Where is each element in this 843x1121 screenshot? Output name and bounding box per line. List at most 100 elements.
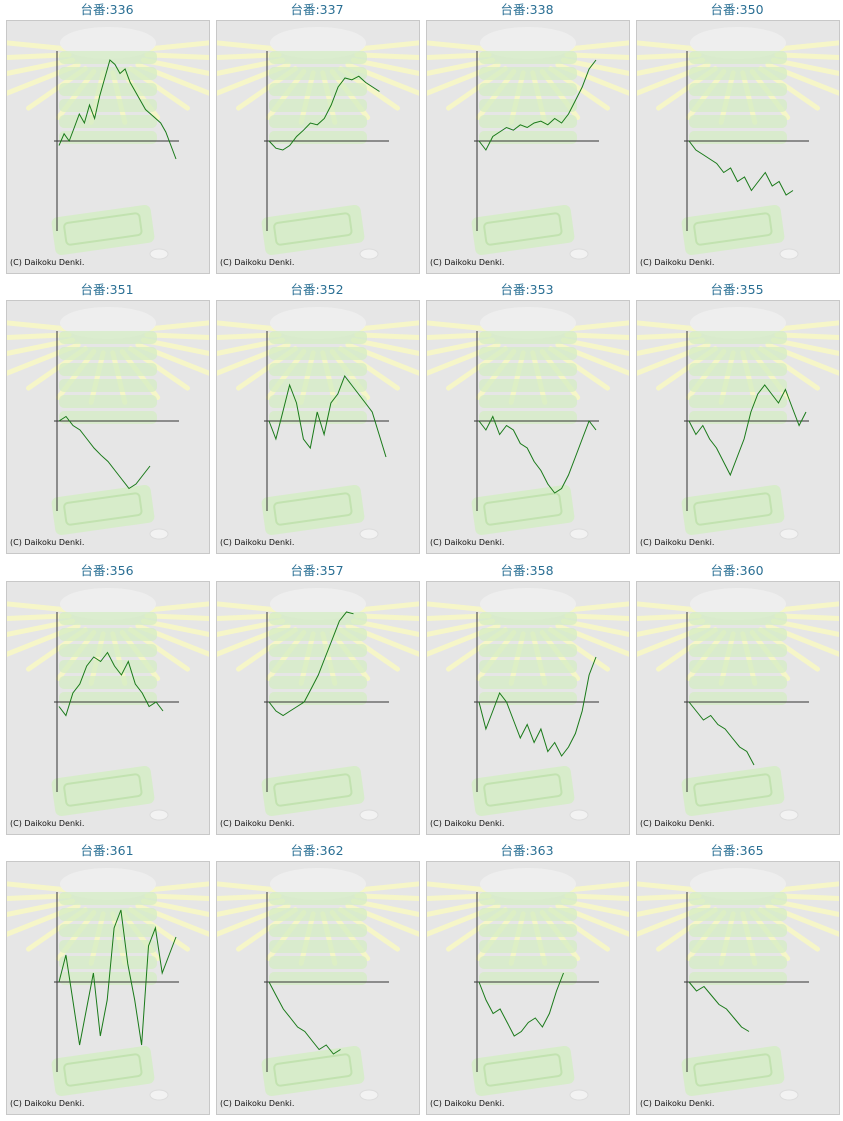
chart-cell: 台番:365 (C) Daikoku Denki. [632,841,842,1121]
series-line [268,611,354,717]
chart-svg [7,588,209,821]
chart-cell: 台番:338 (C) Daikoku Denki. [422,0,632,280]
chart-svg [427,307,629,540]
chart-title: 台番:358 [500,563,554,578]
chart-title: 台番:338 [500,2,554,17]
copyright-text: (C) Daikoku Denki. [430,1099,505,1108]
chart-title: 台番:356 [80,563,134,578]
chart-title: 台番:360 [710,563,764,578]
chart-svg [217,868,419,1101]
background-watermark [637,307,839,540]
background-watermark [7,307,209,540]
background-watermark [427,307,629,540]
chart-svg [427,868,629,1101]
series-line [268,981,341,1055]
chart-cell: 台番:362 (C) Daikoku Denki. [212,841,422,1121]
chart-cell: 台番:350 (C) Daikoku Denki. [632,0,842,280]
chart-title: 台番:350 [710,2,764,17]
chart-panel: (C) Daikoku Denki. [426,300,630,554]
chart-title: 台番:355 [710,282,764,297]
series-line [688,140,794,196]
chart-title: 台番:336 [80,2,134,17]
chart-svg [637,27,839,260]
chart-svg [637,588,839,821]
chart-cell: 台番:363 (C) Daikoku Denki. [422,841,632,1121]
background-watermark [427,868,629,1101]
chart-panel: (C) Daikoku Denki. [636,861,840,1115]
chart-title: 台番:337 [290,2,344,17]
chart-cell: 台番:352 (C) Daikoku Denki. [212,280,422,560]
series-line [58,415,151,490]
copyright-text: (C) Daikoku Denki. [220,538,295,547]
series-line [688,981,750,1032]
chart-cell: 台番:361 (C) Daikoku Denki. [2,841,212,1121]
background-watermark [637,27,839,260]
chart-title: 台番:352 [290,282,344,297]
chart-panel: (C) Daikoku Denki. [636,20,840,274]
chart-title: 台番:363 [500,843,554,858]
background-watermark [7,868,209,1101]
chart-panel: (C) Daikoku Denki. [426,581,630,835]
chart-title: 台番:362 [290,843,344,858]
chart-svg [7,868,209,1101]
copyright-text: (C) Daikoku Denki. [430,258,505,267]
chart-title: 台番:357 [290,563,344,578]
background-watermark [217,27,419,260]
chart-cell: 台番:360 (C) Daikoku Denki. [632,561,842,841]
copyright-text: (C) Daikoku Denki. [220,1099,295,1108]
series-line [478,972,564,1037]
series-line [478,656,597,757]
chart-svg [217,307,419,540]
copyright-text: (C) Daikoku Denki. [640,258,715,267]
copyright-text: (C) Daikoku Denki. [640,1099,715,1108]
background-watermark [427,588,629,821]
chart-cell: 台番:357 (C) Daikoku Denki. [212,561,422,841]
chart-svg [217,588,419,821]
background-watermark [637,588,839,821]
copyright-text: (C) Daikoku Denki. [10,538,85,547]
chart-panel: (C) Daikoku Denki. [6,20,210,274]
copyright-text: (C) Daikoku Denki. [220,819,295,828]
chart-panel: (C) Daikoku Denki. [426,20,630,274]
chart-title: 台番:351 [80,282,134,297]
chart-cell: 台番:355 (C) Daikoku Denki. [632,280,842,560]
chart-panel: (C) Daikoku Denki. [636,581,840,835]
series-line [688,701,755,766]
chart-svg [427,588,629,821]
chart-cell: 台番:336 (C) Daikoku Denki. [2,0,212,280]
copyright-text: (C) Daikoku Denki. [10,258,85,267]
copyright-text: (C) Daikoku Denki. [10,819,85,828]
chart-title: 台番:361 [80,843,134,858]
series-line [58,909,177,1046]
series-line [478,59,597,151]
copyright-text: (C) Daikoku Denki. [640,819,715,828]
chart-cell: 台番:353 (C) Daikoku Denki. [422,280,632,560]
chart-panel: (C) Daikoku Denki. [636,300,840,554]
chart-svg [217,27,419,260]
chart-panel: (C) Daikoku Denki. [6,581,210,835]
chart-panel: (C) Daikoku Denki. [6,861,210,1115]
background-watermark [217,588,419,821]
chart-cell: 台番:356 (C) Daikoku Denki. [2,561,212,841]
chart-title: 台番:353 [500,282,554,297]
copyright-text: (C) Daikoku Denki. [430,819,505,828]
chart-cell: 台番:337 (C) Daikoku Denki. [212,0,422,280]
series-line [268,374,387,458]
background-watermark [7,588,209,821]
background-watermark [427,27,629,260]
chart-panel: (C) Daikoku Denki. [426,861,630,1115]
chart-cell: 台番:358 (C) Daikoku Denki. [422,561,632,841]
chart-panel: (C) Daikoku Denki. [6,300,210,554]
series-line [268,75,380,151]
chart-svg [7,307,209,540]
chart-panel: (C) Daikoku Denki. [216,300,420,554]
copyright-text: (C) Daikoku Denki. [430,538,505,547]
chart-svg [427,27,629,260]
copyright-text: (C) Daikoku Denki. [220,258,295,267]
chart-svg [637,307,839,540]
series-line [58,651,164,717]
chart-cell: 台番:351 (C) Daikoku Denki. [2,280,212,560]
copyright-text: (C) Daikoku Denki. [10,1099,85,1108]
series-line [58,59,177,160]
